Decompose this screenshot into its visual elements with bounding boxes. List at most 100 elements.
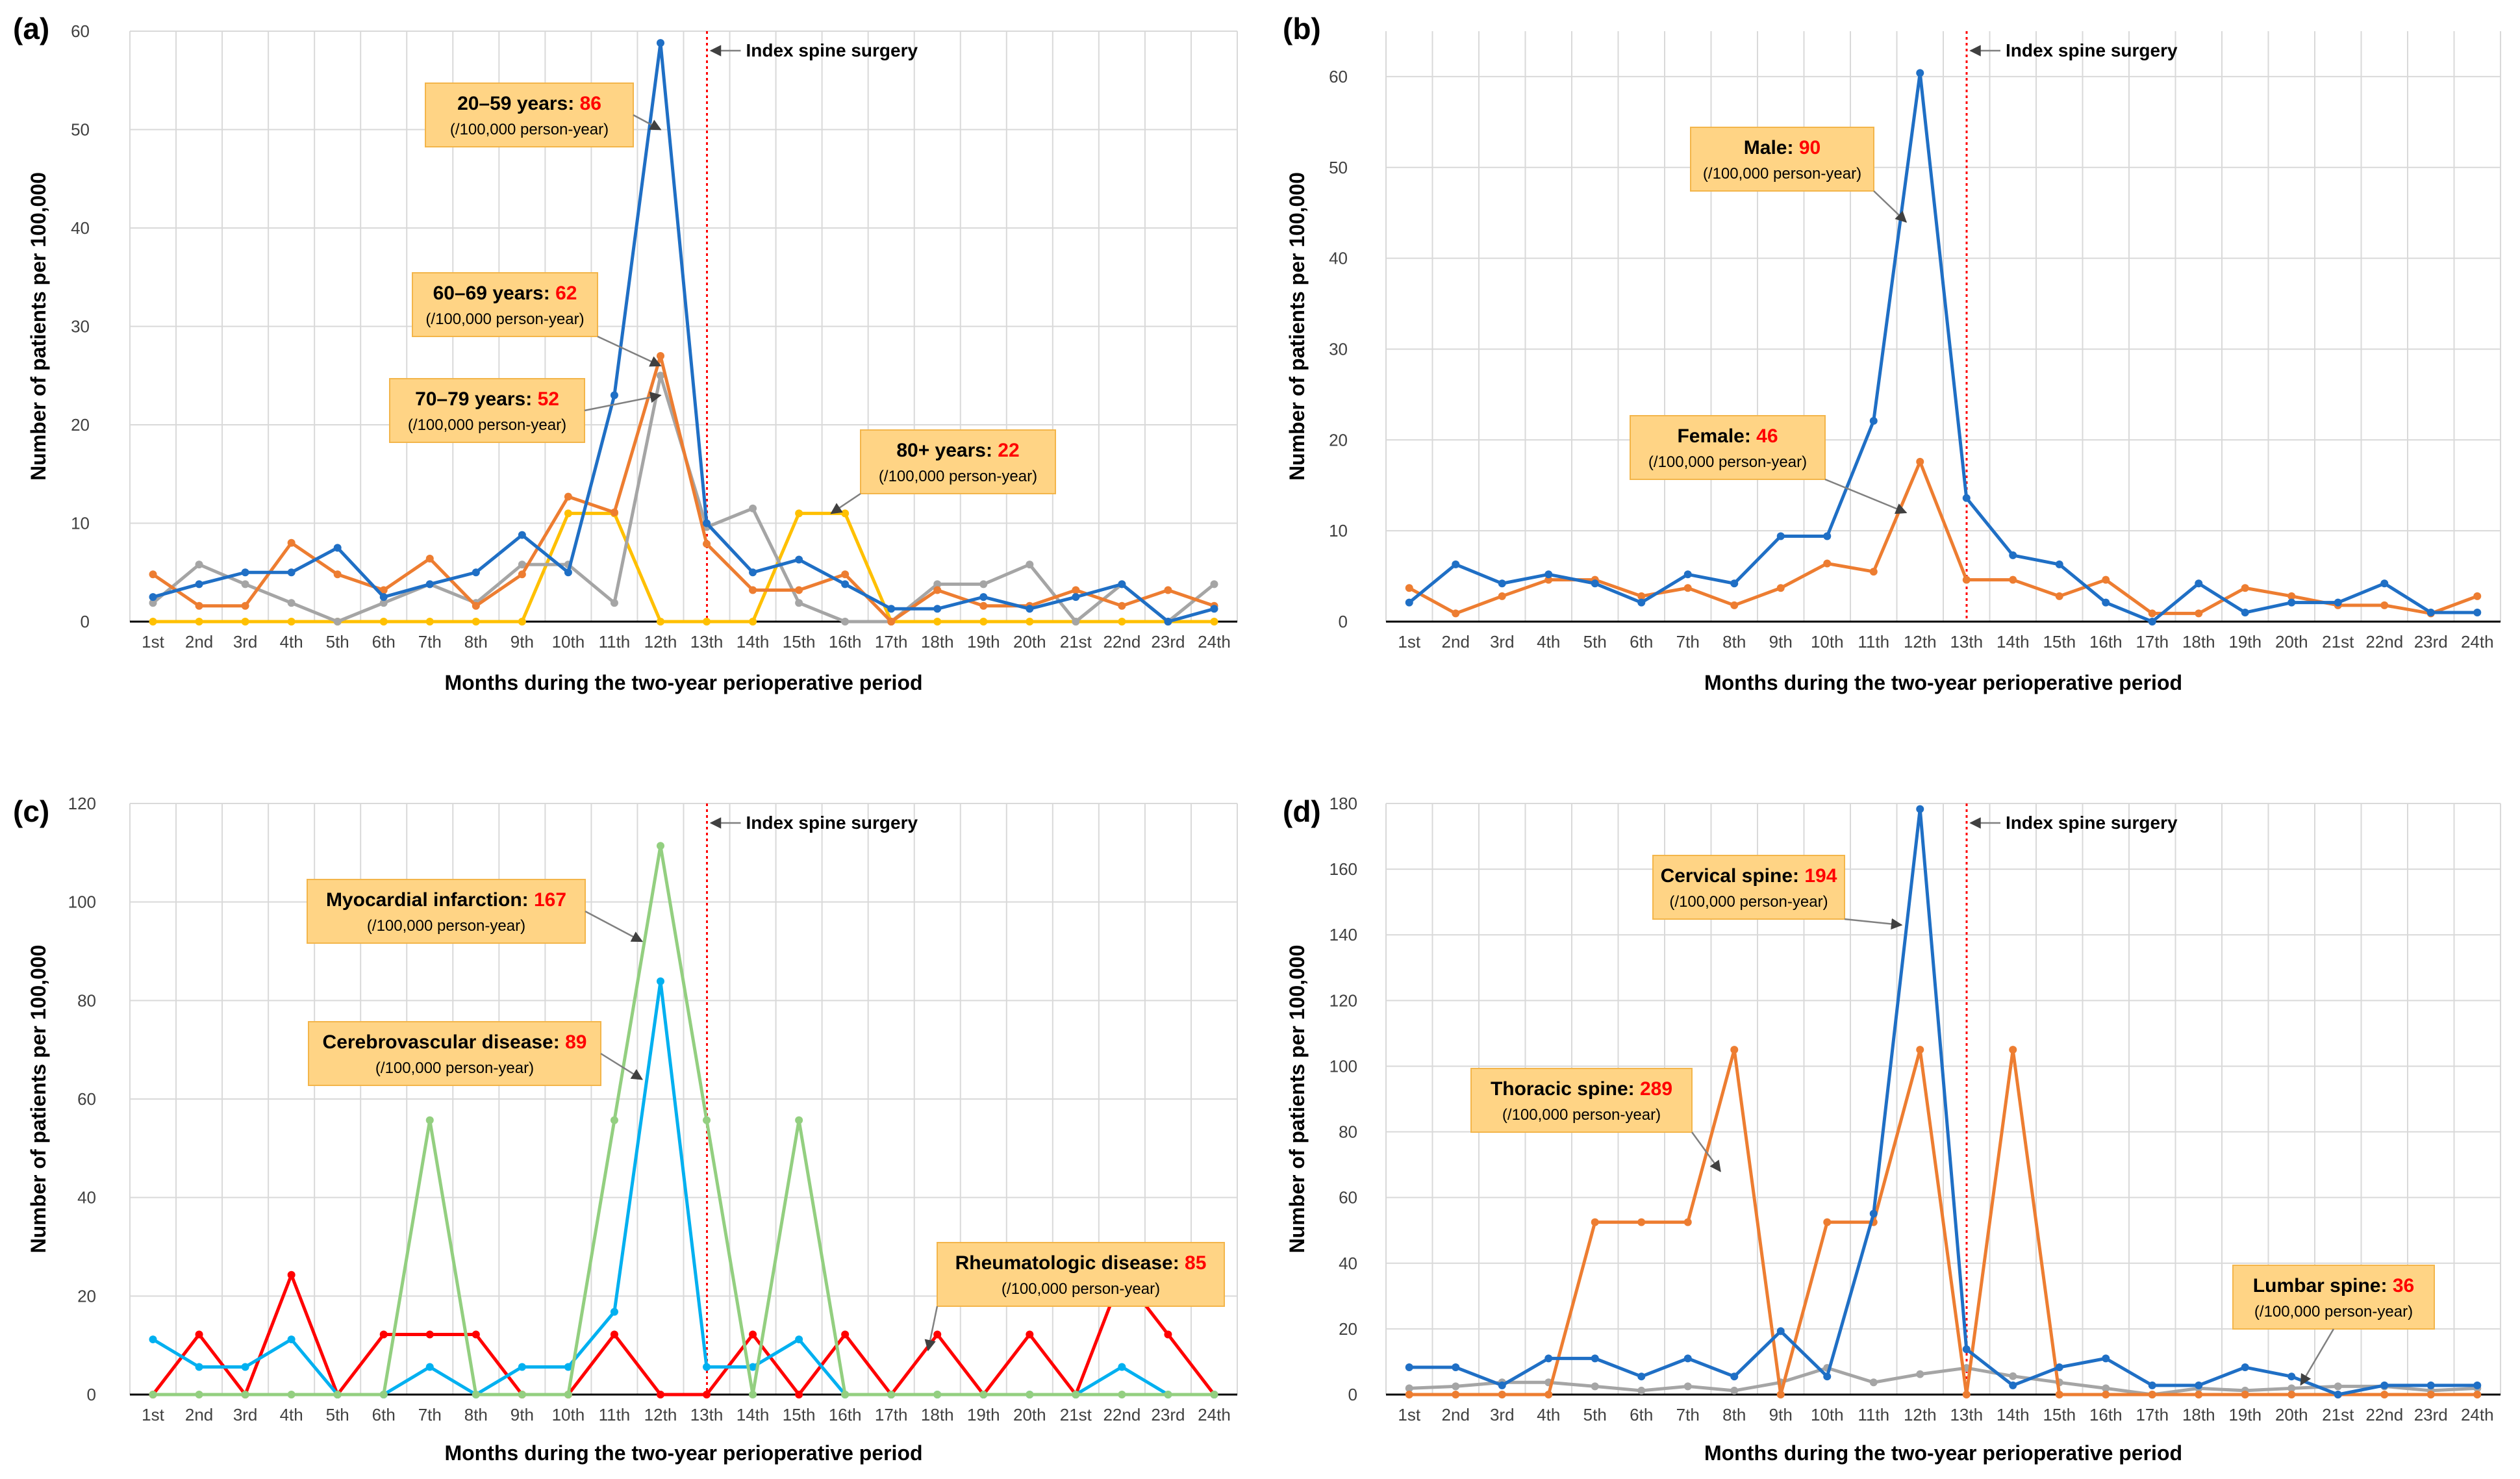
data-point xyxy=(1776,1391,1785,1398)
annotation-70-79-years: 70–79 years: 52 (/100,000 person-year) xyxy=(389,378,662,443)
data-point xyxy=(1916,69,1924,77)
data-point xyxy=(1026,561,1034,569)
annotation-unit: (/100,000 person-year) xyxy=(425,310,584,328)
surgery-label: Index spine surgery xyxy=(746,40,918,60)
series-line-myocardial-infarction xyxy=(153,844,1215,1397)
data-point xyxy=(610,1116,618,1124)
data-point xyxy=(1776,532,1785,540)
y-tick-label: 30 xyxy=(1329,339,1348,359)
annotation-value: 36 xyxy=(2393,1275,2414,1296)
x-tick-label: 8th xyxy=(464,1405,488,1424)
data-point xyxy=(1591,1382,1599,1391)
data-point xyxy=(749,1363,757,1371)
data-point xyxy=(1730,601,1739,609)
annotation-value: 86 xyxy=(580,93,601,114)
annotation-series-label: 70–79 years: xyxy=(415,388,538,410)
data-point xyxy=(656,39,664,47)
x-axis-title: Months during the two-year perioperative… xyxy=(1704,671,2182,694)
annotation-series-label: 60–69 years: xyxy=(433,283,556,304)
x-tick-label: 9th xyxy=(510,632,534,651)
x-tick-label: 12th xyxy=(1904,1405,1937,1424)
data-point xyxy=(195,1363,203,1371)
x-tick-label: 1st xyxy=(1398,1405,1420,1424)
data-point xyxy=(1591,579,1599,588)
data-point xyxy=(1026,605,1034,613)
annotation-series-label: 20–59 years: xyxy=(457,93,580,114)
data-point xyxy=(2334,598,2342,607)
data-point xyxy=(1776,584,1785,592)
data-point xyxy=(2334,1382,2342,1391)
y-tick-label: 40 xyxy=(1339,1254,1357,1273)
data-point xyxy=(749,586,757,594)
data-point xyxy=(1498,579,1506,588)
y-tick-label: 20 xyxy=(1339,1319,1357,1339)
data-point xyxy=(1118,1391,1126,1398)
x-tick-label: 4th xyxy=(280,632,303,651)
data-point xyxy=(749,1330,757,1339)
annotation-pointer xyxy=(584,392,662,412)
data-point xyxy=(703,519,711,527)
x-tick-label: 11th xyxy=(599,1405,631,1424)
data-point xyxy=(241,1391,249,1398)
x-tick-label: 7th xyxy=(1676,1405,1700,1424)
x-tick-label: 22nd xyxy=(2365,1405,2403,1424)
data-point xyxy=(1405,1384,1413,1393)
annotation-label: Rheumatologic disease: 85 xyxy=(955,1252,1207,1274)
annotation-box xyxy=(1652,855,1845,920)
data-point xyxy=(2241,584,2249,592)
data-point xyxy=(1072,586,1080,594)
series-80-years xyxy=(149,509,1218,626)
data-point xyxy=(795,1335,803,1344)
annotation-box xyxy=(937,1242,1225,1307)
x-tick-label: 16th xyxy=(829,1405,862,1424)
annotation-unit: (/100,000 person-year) xyxy=(408,416,566,434)
x-tick-label: 20th xyxy=(1013,632,1046,651)
y-tick-label: 180 xyxy=(1329,794,1357,813)
data-point xyxy=(241,618,249,626)
annotation-box xyxy=(860,429,1056,494)
x-tick-label: 4th xyxy=(1537,1405,1560,1424)
data-point xyxy=(2287,1391,2296,1398)
x-tick-label: 8th xyxy=(464,632,488,651)
data-point xyxy=(1869,416,1878,425)
panel-label: (b) xyxy=(1283,12,1321,45)
data-point xyxy=(1164,1391,1172,1398)
y-tick-label: 60 xyxy=(1329,67,1348,86)
x-tick-label: 20th xyxy=(2275,632,2308,651)
data-point xyxy=(1916,457,1924,466)
y-tick-label: 10 xyxy=(71,514,90,533)
data-point xyxy=(149,570,157,579)
x-tick-label: 3rd xyxy=(1490,632,1515,651)
x-tick-label: 7th xyxy=(418,1405,442,1424)
data-point xyxy=(518,570,526,579)
data-point xyxy=(1730,1386,1739,1395)
data-point xyxy=(287,1391,296,1398)
data-point xyxy=(1916,805,1924,813)
data-point xyxy=(241,568,249,577)
data-point xyxy=(1210,1391,1218,1398)
panel-a: 0 10 20 30 40 50 60 1st 2nd 3rd 4th 5th 6th 7th 8th 9th… xyxy=(13,12,1238,694)
annotation-unit: (/100,000 person-year) xyxy=(375,1059,534,1077)
y-tick-label: 140 xyxy=(1329,925,1357,944)
y-tick-label: 40 xyxy=(1329,249,1348,268)
y-tick-label: 100 xyxy=(68,892,96,912)
data-point xyxy=(979,593,988,601)
annotation-series-label: Male: xyxy=(1744,137,1799,158)
data-point xyxy=(333,544,342,552)
data-point xyxy=(195,618,203,626)
series-line-thoracic-spine xyxy=(1409,1048,2478,1397)
x-tick-label: 12th xyxy=(644,632,677,651)
x-tick-label: 2nd xyxy=(1442,632,1470,651)
data-point xyxy=(656,842,664,850)
data-point xyxy=(2241,1363,2249,1372)
data-point xyxy=(1164,618,1172,626)
annotation-value: 52 xyxy=(538,388,559,410)
annotation-label: 70–79 years: 52 xyxy=(415,388,559,410)
data-point xyxy=(1072,1391,1080,1398)
series-20-59-years xyxy=(149,39,1218,626)
annotation-label: 60–69 years: 62 xyxy=(433,283,577,304)
series-male xyxy=(1405,69,2482,626)
data-point xyxy=(2055,1391,2063,1398)
annotation-value: 89 xyxy=(565,1031,586,1053)
annotation-series-label: 80+ years: xyxy=(896,440,998,461)
